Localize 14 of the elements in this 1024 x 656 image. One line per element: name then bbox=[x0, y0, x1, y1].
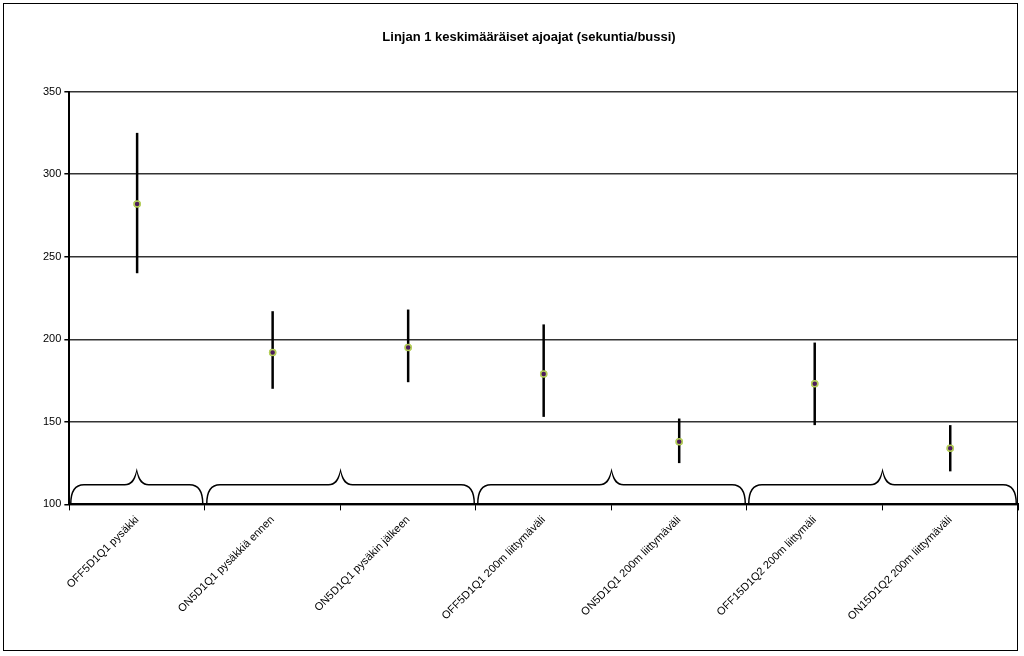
y-tick-label: 250 bbox=[42, 249, 62, 262]
point bbox=[810, 380, 819, 388]
point bbox=[675, 437, 683, 446]
y-tick-label: 300 bbox=[42, 167, 62, 180]
point bbox=[946, 444, 954, 452]
y-tick-label: 350 bbox=[42, 84, 62, 97]
point bbox=[268, 348, 277, 357]
point bbox=[404, 343, 412, 352]
y-tick-label: 150 bbox=[42, 414, 62, 427]
point bbox=[133, 200, 141, 208]
point bbox=[539, 370, 548, 378]
y-tick-label: 200 bbox=[42, 332, 62, 345]
chart-title: Linjan 1 keskimääräiset ajoajat (sekuntia/bussi) bbox=[382, 29, 676, 45]
y-tick-label: 100 bbox=[42, 497, 62, 510]
